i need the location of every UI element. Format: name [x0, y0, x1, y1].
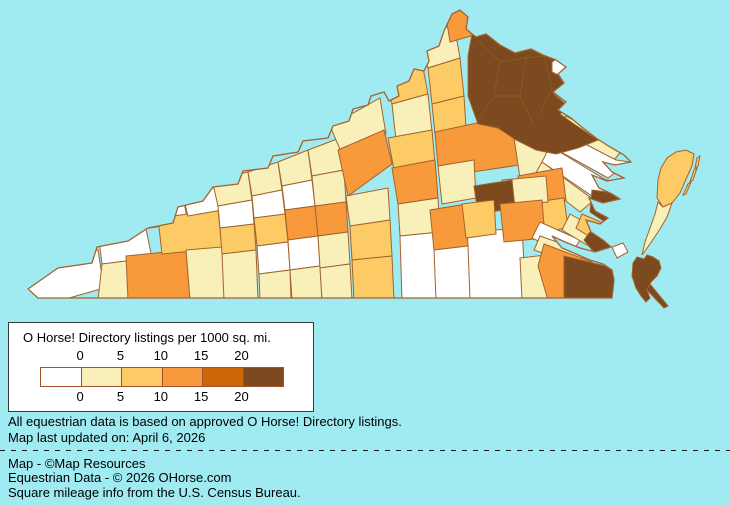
- county-shape-floyd: [256, 241, 291, 275]
- county-shape-washington: [125, 249, 191, 298]
- county-shape-hampton-island: [611, 242, 629, 259]
- county-shape-northampton: [641, 201, 673, 256]
- legend-tick-label: 10: [153, 389, 169, 404]
- legend-color-ramp: [40, 367, 284, 387]
- county-shape-virginia-beach: [631, 254, 662, 303]
- county-shape-grayson: [221, 249, 259, 298]
- note-last-updated: Map last updated on: April 6, 2026: [8, 430, 206, 445]
- county-shape-prince-edward: [433, 245, 471, 298]
- county-shape-augusta: [345, 187, 391, 227]
- county-shape-louisa: [437, 159, 477, 205]
- legend-swatch-10-15: [162, 368, 203, 386]
- county-shape-rockingham: [337, 129, 393, 197]
- county-shape-chesapeake-norfolk: [563, 255, 617, 298]
- legend-swatch-20+: [243, 368, 283, 386]
- county-shape-vb-spit: [646, 283, 669, 309]
- legend-tick-label: 10: [153, 348, 169, 363]
- county-shape-campbell: [399, 231, 443, 298]
- county-shape-pulaski: [253, 213, 289, 247]
- county-shape-albemarle: [391, 159, 439, 205]
- county-shape-barrier-island-3: [682, 180, 693, 196]
- legend-tick-label: 0: [76, 389, 84, 404]
- legend-tick-label: 0: [76, 348, 84, 363]
- legend-tick-label: 5: [116, 348, 125, 363]
- legend-tick-label: 15: [193, 389, 209, 404]
- legend-swatch-15-20: [203, 368, 244, 386]
- county-shape-franklin-west: [287, 235, 321, 271]
- legend-ticks-top: 0 5 10 15 20: [60, 348, 302, 363]
- county-shape-roanoke: [314, 201, 349, 237]
- map-legend: O Horse! Directory listings per 1000 sq.…: [8, 322, 314, 412]
- county-shape-patrick: [289, 265, 323, 298]
- county-shape-wythe: [219, 223, 257, 255]
- credit-census-bureau: Square mileage info from the U.S. Census…: [8, 485, 301, 500]
- county-shape-bedford: [351, 255, 395, 298]
- legend-swatch-5-10: [122, 368, 163, 386]
- county-shape-henry: [319, 263, 353, 298]
- county-shape-barrier-island-2: [689, 166, 698, 184]
- county-shape-bath: [311, 169, 347, 207]
- legend-tick-label: 20: [234, 348, 249, 363]
- legend-tick-label: 5: [116, 389, 125, 404]
- credit-map-resources: Map - ©Map Resources: [8, 456, 146, 471]
- county-border-line: [539, 55, 553, 115]
- legend-tick-label: 15: [193, 348, 209, 363]
- virginia-county-map: [26, 9, 701, 309]
- county-shape-goochland: [461, 199, 497, 239]
- county-shape-barrier-island-1: [694, 154, 701, 170]
- dashed-separator: [0, 450, 730, 451]
- county-shape-lee: [28, 249, 105, 298]
- county-shape-rockbridge: [349, 219, 393, 261]
- note-data-source: All equestrian data is based on approved…: [8, 414, 402, 429]
- legend-title: O Horse! Directory listings per 1000 sq.…: [23, 330, 271, 345]
- county-shape-franklin: [317, 231, 351, 269]
- county-shape-accomack: [656, 149, 695, 208]
- county-shape-montgomery: [284, 205, 319, 241]
- county-shape-carroll: [258, 269, 292, 298]
- legend-ticks-bottom: 0 5 10 15 20: [60, 389, 302, 404]
- legend-swatch-0: [41, 368, 82, 386]
- legend-swatch-0-5: [81, 368, 122, 386]
- state-outline: [26, 9, 633, 299]
- county-border-line: [477, 39, 501, 121]
- legend-tick-label: 20: [234, 389, 249, 404]
- county-shape-buckingham: [429, 203, 469, 251]
- credit-equestrian-data: Equestrian Data - © 2026 OHorse.com: [8, 470, 232, 485]
